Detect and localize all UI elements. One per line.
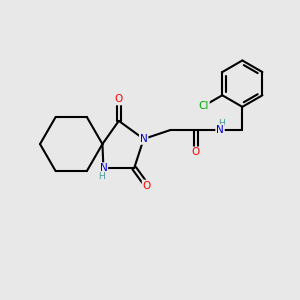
Text: N: N bbox=[140, 134, 148, 144]
Text: O: O bbox=[142, 181, 151, 190]
Text: N: N bbox=[216, 125, 224, 135]
Text: O: O bbox=[192, 147, 200, 157]
Text: Cl: Cl bbox=[199, 101, 209, 111]
Text: N: N bbox=[100, 163, 107, 173]
Text: H: H bbox=[218, 119, 225, 128]
Text: O: O bbox=[115, 94, 123, 104]
Text: H: H bbox=[98, 172, 104, 181]
